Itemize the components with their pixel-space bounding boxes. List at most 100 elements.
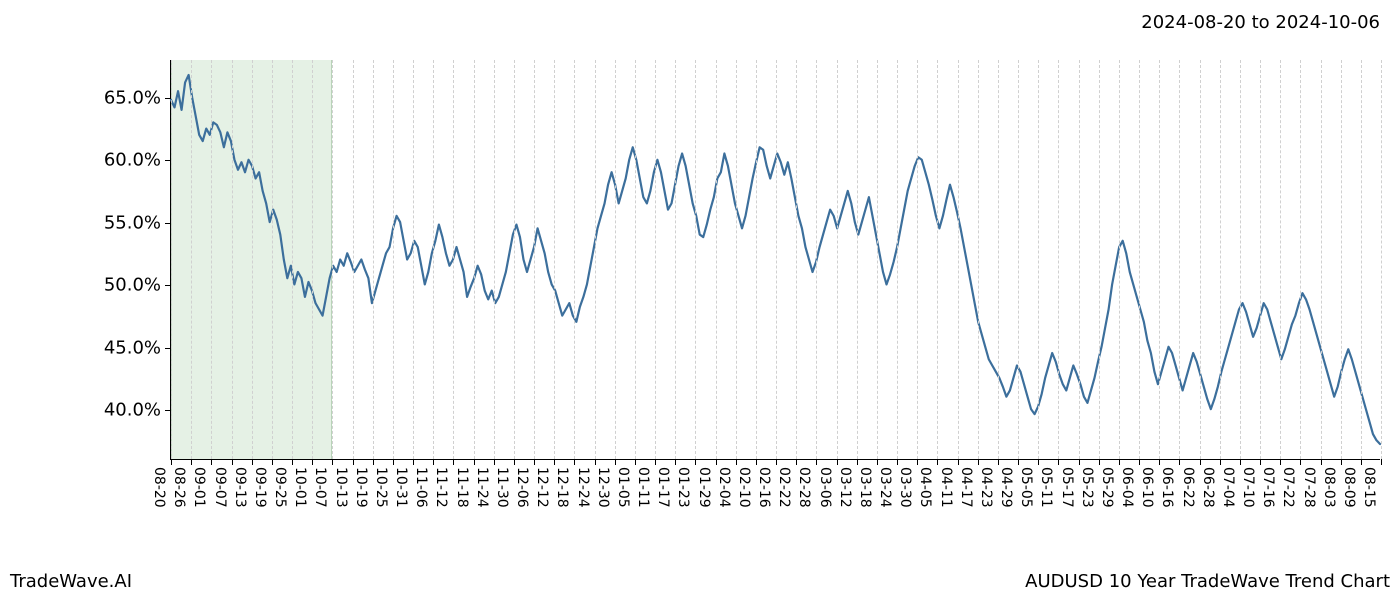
x-tick-mark xyxy=(514,459,515,465)
grid-vertical xyxy=(1119,60,1120,459)
trend-chart: 40.0%45.0%50.0%55.0%60.0%65.0%08-2008-26… xyxy=(170,60,1380,460)
grid-vertical xyxy=(655,60,656,459)
x-tick-label: 07-28 xyxy=(1301,467,1317,508)
grid-vertical xyxy=(675,60,676,459)
x-tick-mark xyxy=(1099,459,1100,465)
y-tick-label: 55.0% xyxy=(104,212,171,233)
x-tick-mark xyxy=(312,459,313,465)
x-tick-label: 09-19 xyxy=(252,467,268,508)
grid-vertical xyxy=(252,60,253,459)
grid-vertical xyxy=(695,60,696,459)
x-tick-label: 01-11 xyxy=(635,467,651,508)
x-tick-mark xyxy=(675,459,676,465)
x-tick-mark xyxy=(796,459,797,465)
x-tick-mark xyxy=(1079,459,1080,465)
x-tick-label: 11-06 xyxy=(413,467,429,508)
x-tick-mark xyxy=(1159,459,1160,465)
grid-vertical xyxy=(998,60,999,459)
x-tick-label: 06-04 xyxy=(1119,467,1135,508)
grid-vertical xyxy=(1058,60,1059,459)
x-tick-mark xyxy=(716,459,717,465)
grid-vertical xyxy=(534,60,535,459)
x-tick-label: 02-10 xyxy=(736,467,752,508)
grid-vertical xyxy=(857,60,858,459)
grid-vertical xyxy=(1321,60,1322,459)
x-tick-label: 08-09 xyxy=(1341,467,1357,508)
x-tick-label: 10-13 xyxy=(333,467,349,508)
grid-vertical xyxy=(978,60,979,459)
x-tick-mark xyxy=(978,459,979,465)
grid-vertical xyxy=(353,60,354,459)
x-tick-mark xyxy=(332,459,333,465)
x-tick-label: 01-05 xyxy=(615,467,631,508)
grid-vertical xyxy=(1341,60,1342,459)
x-tick-mark xyxy=(1058,459,1059,465)
grid-vertical xyxy=(958,60,959,459)
grid-vertical xyxy=(312,60,313,459)
grid-vertical xyxy=(474,60,475,459)
grid-vertical xyxy=(716,60,717,459)
x-tick-label: 12-30 xyxy=(595,467,611,508)
x-tick-mark xyxy=(171,459,172,465)
grid-vertical xyxy=(877,60,878,459)
x-tick-label: 10-25 xyxy=(373,467,389,508)
x-tick-mark xyxy=(1220,459,1221,465)
x-tick-mark xyxy=(857,459,858,465)
x-tick-mark xyxy=(756,459,757,465)
grid-vertical xyxy=(1300,60,1301,459)
x-tick-mark xyxy=(837,459,838,465)
x-tick-label: 12-24 xyxy=(575,467,591,508)
grid-vertical xyxy=(615,60,616,459)
grid-vertical xyxy=(433,60,434,459)
x-tick-label: 07-16 xyxy=(1260,467,1276,508)
x-tick-mark xyxy=(958,459,959,465)
x-tick-mark xyxy=(816,459,817,465)
x-tick-mark xyxy=(1179,459,1180,465)
x-tick-label: 08-20 xyxy=(151,467,167,508)
x-tick-label: 03-18 xyxy=(857,467,873,508)
x-tick-mark xyxy=(232,459,233,465)
grid-vertical xyxy=(736,60,737,459)
grid-vertical xyxy=(574,60,575,459)
x-tick-mark xyxy=(635,459,636,465)
x-tick-mark xyxy=(595,459,596,465)
grid-vertical xyxy=(776,60,777,459)
x-tick-mark xyxy=(1200,459,1201,465)
x-tick-label: 08-15 xyxy=(1361,467,1377,508)
x-tick-label: 11-30 xyxy=(494,467,510,508)
x-tick-mark xyxy=(554,459,555,465)
x-tick-label: 07-22 xyxy=(1280,467,1296,508)
x-tick-label: 05-05 xyxy=(1018,467,1034,508)
x-tick-label: 02-16 xyxy=(756,467,772,508)
grid-vertical xyxy=(917,60,918,459)
x-tick-label: 02-22 xyxy=(776,467,792,508)
grid-vertical xyxy=(1240,60,1241,459)
grid-vertical xyxy=(232,60,233,459)
x-tick-label: 05-23 xyxy=(1079,467,1095,508)
x-tick-mark xyxy=(1280,459,1281,465)
x-tick-label: 11-12 xyxy=(433,467,449,508)
x-tick-label: 01-23 xyxy=(675,467,691,508)
grid-vertical xyxy=(272,60,273,459)
x-tick-mark xyxy=(353,459,354,465)
brand-label: TradeWave.AI xyxy=(10,571,132,592)
grid-vertical xyxy=(453,60,454,459)
x-tick-mark xyxy=(1361,459,1362,465)
x-tick-label: 06-22 xyxy=(1180,467,1196,508)
grid-vertical xyxy=(595,60,596,459)
y-tick-label: 45.0% xyxy=(104,337,171,358)
grid-vertical xyxy=(413,60,414,459)
x-tick-label: 02-28 xyxy=(796,467,812,508)
grid-vertical xyxy=(1381,60,1382,459)
x-tick-mark xyxy=(474,459,475,465)
date-range-label: 2024-08-20 to 2024-10-06 xyxy=(1141,12,1380,33)
x-tick-label: 01-17 xyxy=(655,467,671,508)
grid-vertical xyxy=(837,60,838,459)
x-tick-label: 10-01 xyxy=(292,467,308,508)
x-tick-label: 09-13 xyxy=(232,467,248,508)
x-tick-label: 08-26 xyxy=(171,467,187,508)
x-tick-mark xyxy=(615,459,616,465)
x-tick-mark xyxy=(413,459,414,465)
grid-vertical xyxy=(796,60,797,459)
x-tick-mark xyxy=(1240,459,1241,465)
